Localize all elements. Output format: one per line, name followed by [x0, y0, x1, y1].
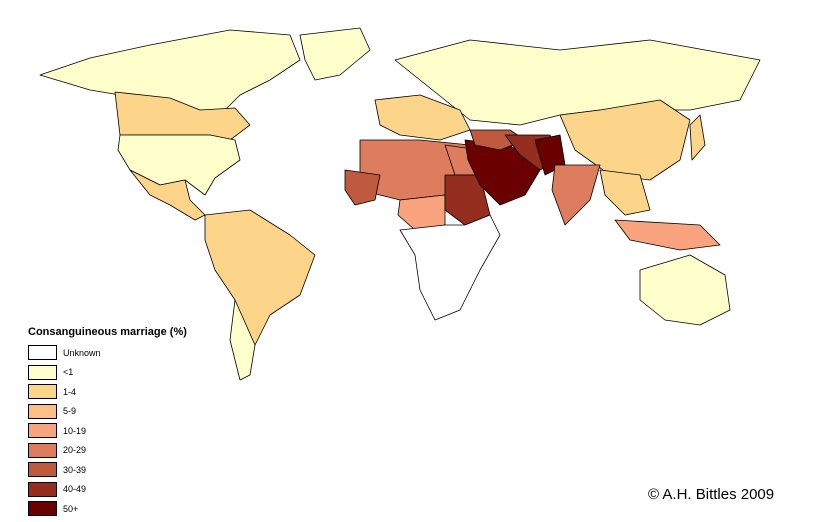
region-china	[559, 99, 691, 181]
region-europe	[394, 39, 761, 126]
legend-swatch	[28, 403, 57, 419]
legend-label: Unknown	[63, 347, 101, 358]
legend-swatch	[28, 481, 57, 497]
region-chile-argentina	[229, 299, 256, 381]
region-sahel	[344, 169, 381, 206]
legend-swatch	[28, 462, 57, 478]
legend-label: 20-29	[63, 445, 87, 456]
legend-item: 30-39	[28, 460, 187, 480]
region-japan	[689, 114, 706, 161]
legend-label: 50+	[63, 503, 79, 514]
region-india	[551, 164, 601, 226]
copyright: © A.H. Bittles 2009	[648, 486, 775, 503]
legend-item: 50+	[28, 499, 187, 519]
legend-swatch	[28, 345, 57, 361]
region-west-africa	[397, 194, 446, 231]
legend-swatch	[28, 384, 57, 400]
legend-swatch	[28, 501, 57, 517]
legend-swatch	[28, 364, 57, 380]
region-australia	[639, 254, 731, 326]
region-western-europe	[374, 94, 471, 141]
legend: Consanguineous marriage (%) Unknown <1 1-4…	[28, 326, 187, 519]
legend-swatch	[28, 423, 57, 439]
legend-label: 1-4	[63, 386, 77, 397]
legend-item: 5-9	[28, 402, 187, 422]
legend-label: 40-49	[63, 484, 87, 495]
legend-title: Consanguineous marriage (%)	[28, 326, 187, 338]
region-usa	[117, 134, 241, 196]
region-indonesia	[614, 219, 721, 251]
region-sub-saharan-africa	[399, 214, 501, 321]
legend-label: 10-19	[63, 425, 87, 436]
legend-label: 5-9	[63, 406, 77, 417]
legend-label: 30-39	[63, 464, 87, 475]
legend-item: 1-4	[28, 382, 187, 402]
region-greenland	[299, 27, 371, 81]
legend-swatch	[28, 442, 57, 458]
legend-item: 20-29	[28, 441, 187, 461]
legend-item: 40-49	[28, 480, 187, 500]
region-south-america-north	[204, 209, 316, 346]
legend-label: <1	[63, 367, 74, 378]
legend-item: 10-19	[28, 421, 187, 441]
legend-item: <1	[28, 363, 187, 383]
region-southeast-asia	[599, 169, 651, 216]
legend-item: Unknown	[28, 343, 187, 363]
